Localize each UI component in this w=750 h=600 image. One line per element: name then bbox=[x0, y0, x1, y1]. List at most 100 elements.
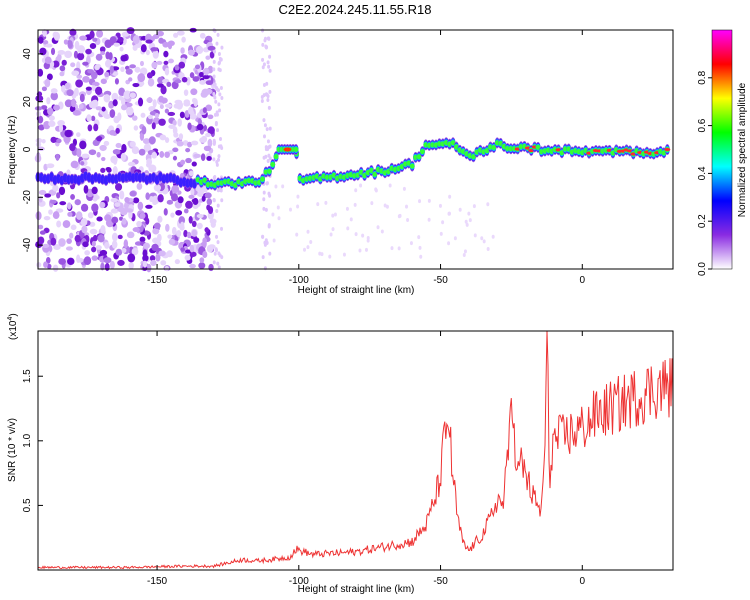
noise-point bbox=[69, 143, 76, 152]
noise-point bbox=[192, 76, 200, 82]
noise-point bbox=[159, 151, 165, 158]
noise-point bbox=[212, 82, 216, 87]
noise-point bbox=[166, 199, 174, 205]
noise-point bbox=[210, 220, 216, 228]
noise-point bbox=[70, 193, 75, 200]
noise-point bbox=[82, 76, 90, 83]
noise-point bbox=[91, 246, 97, 253]
noise-point bbox=[137, 201, 144, 211]
noise-point bbox=[94, 86, 103, 95]
noise-point bbox=[136, 182, 143, 190]
noise-point bbox=[72, 110, 81, 116]
noise-point bbox=[190, 187, 195, 196]
noise-point bbox=[268, 126, 272, 131]
noise-point bbox=[267, 223, 271, 228]
noise-point bbox=[212, 198, 216, 203]
noise-point bbox=[55, 153, 60, 161]
noise-point bbox=[199, 79, 206, 85]
noise-point bbox=[36, 153, 41, 162]
noise-point bbox=[156, 30, 164, 37]
noise-point bbox=[198, 262, 206, 269]
noise-point bbox=[35, 138, 43, 144]
colorbar-ticks: 0.0 0.2 0.4 0.6 0.8 bbox=[697, 70, 712, 276]
noise-point bbox=[110, 155, 118, 164]
noise-point bbox=[189, 244, 195, 253]
noise-point bbox=[96, 135, 103, 142]
x-tick-label: -50 bbox=[433, 576, 448, 587]
noise-point bbox=[265, 181, 269, 186]
noise-point bbox=[119, 190, 125, 200]
noise-point bbox=[134, 66, 141, 73]
noise-point bbox=[447, 241, 451, 246]
noise-point bbox=[388, 183, 392, 188]
noise-point bbox=[212, 91, 216, 96]
noise-point bbox=[179, 111, 185, 119]
noise-point bbox=[117, 36, 124, 43]
noise-point bbox=[438, 203, 442, 208]
noise-point bbox=[261, 42, 265, 47]
noise-point bbox=[84, 250, 90, 256]
noise-point bbox=[85, 48, 92, 55]
noise-point bbox=[73, 50, 79, 59]
ridge-mark bbox=[266, 168, 272, 174]
noise-point bbox=[163, 208, 168, 216]
noise-point bbox=[87, 212, 94, 219]
noise-point bbox=[147, 114, 153, 120]
noise-point bbox=[370, 201, 374, 206]
noise-point bbox=[188, 49, 195, 56]
noise-point bbox=[329, 232, 333, 237]
noise-point bbox=[171, 226, 177, 236]
x-tick-label: 0 bbox=[580, 576, 586, 587]
noise-point bbox=[491, 234, 495, 239]
noise-point bbox=[212, 138, 216, 143]
noise-point bbox=[207, 45, 216, 51]
noise-point bbox=[184, 254, 191, 261]
noise-point bbox=[295, 232, 299, 237]
noise-point bbox=[268, 251, 272, 256]
noise-point bbox=[328, 254, 332, 259]
noise-point bbox=[417, 235, 421, 240]
noise-point bbox=[216, 188, 220, 193]
noise-point bbox=[458, 207, 462, 212]
noise-point bbox=[196, 123, 204, 131]
noise-point bbox=[66, 89, 74, 97]
noise-point bbox=[178, 61, 186, 69]
noise-point bbox=[199, 32, 206, 39]
noise-point bbox=[418, 199, 422, 204]
noise-point bbox=[128, 77, 133, 82]
noise-point bbox=[220, 198, 224, 203]
noise-point bbox=[172, 119, 177, 126]
snr-y-label: SNR (10 * v/v) bbox=[7, 418, 18, 482]
noise-point bbox=[114, 78, 119, 85]
noise-point bbox=[264, 238, 268, 243]
noise-point bbox=[35, 111, 42, 117]
noise-point bbox=[71, 98, 77, 108]
noise-point bbox=[220, 95, 224, 100]
noise-point bbox=[118, 87, 126, 97]
ridge-mark bbox=[535, 144, 541, 150]
colorbar-tick-label: 0.2 bbox=[697, 214, 708, 228]
noise-point bbox=[167, 234, 173, 239]
noise-point bbox=[176, 230, 182, 238]
noise-point bbox=[331, 227, 335, 232]
noise-point bbox=[127, 253, 136, 263]
noise-point bbox=[172, 147, 179, 153]
noise-point bbox=[133, 125, 139, 131]
noise-point bbox=[191, 229, 198, 237]
noise-point bbox=[146, 263, 152, 273]
noise-point bbox=[131, 247, 139, 256]
noise-point bbox=[358, 248, 362, 253]
noise-point bbox=[216, 157, 220, 162]
noise-point bbox=[260, 94, 264, 99]
ridge-mark bbox=[559, 150, 565, 156]
noise-point bbox=[361, 233, 365, 238]
noise-point bbox=[190, 88, 198, 96]
noise-point bbox=[91, 85, 96, 92]
noise-point bbox=[196, 213, 204, 219]
noise-point bbox=[159, 134, 167, 141]
x-tick-label: -50 bbox=[433, 275, 448, 286]
noise-point bbox=[83, 256, 92, 266]
noise-point bbox=[123, 239, 129, 249]
noise-point bbox=[109, 129, 116, 136]
noise-point bbox=[37, 68, 44, 77]
